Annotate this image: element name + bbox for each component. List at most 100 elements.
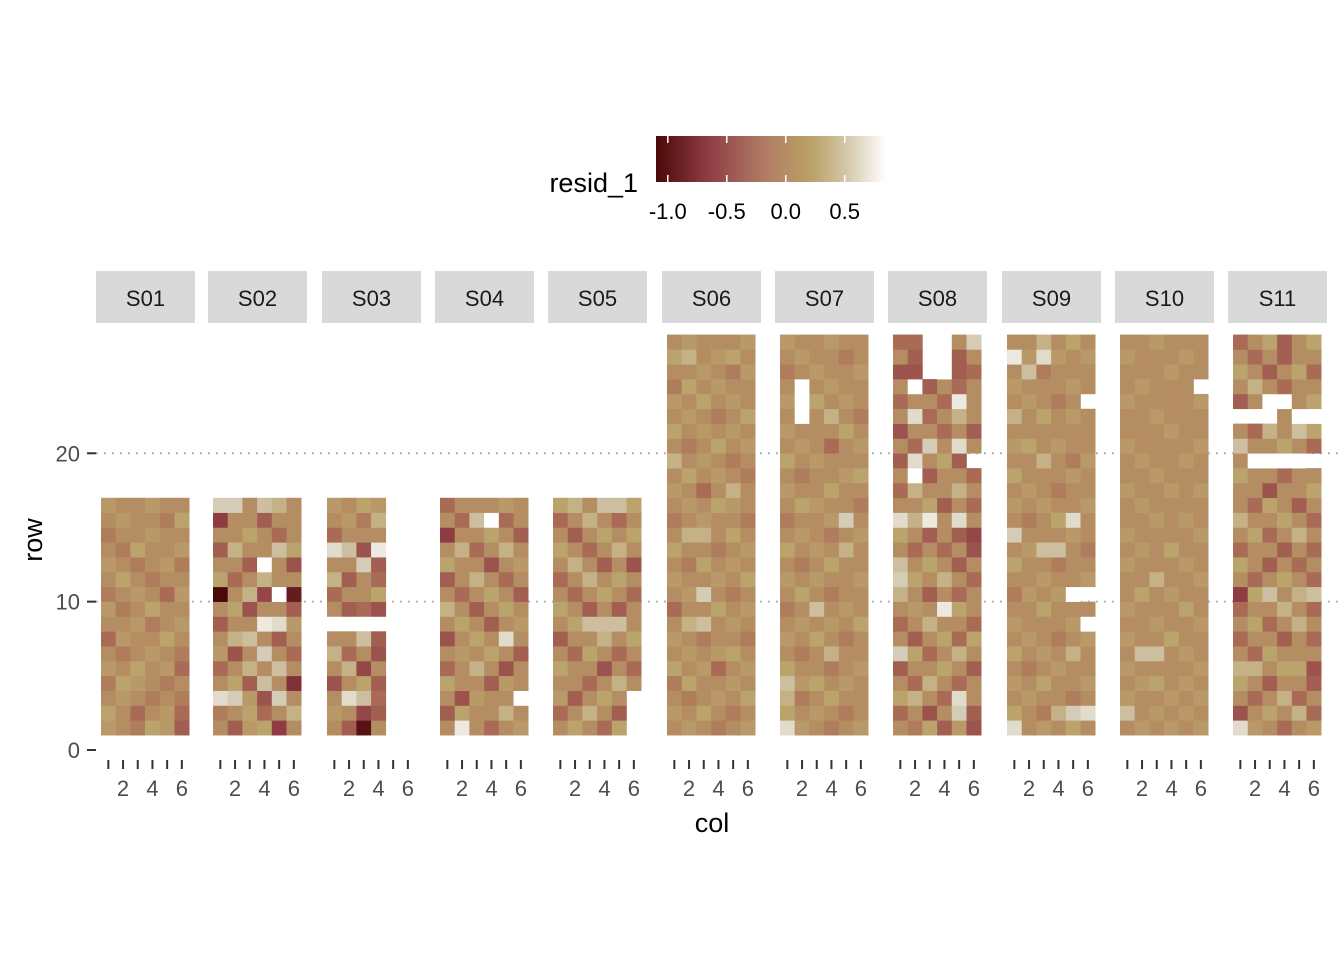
heatmap-cell <box>1306 393 1322 410</box>
x-tick-label: 4 <box>258 776 270 801</box>
heatmap-cell <box>711 408 727 424</box>
heatmap-cell <box>257 601 273 617</box>
heatmap-cell <box>893 482 908 499</box>
heatmap-cell <box>174 690 190 706</box>
heatmap-cell <box>907 646 923 662</box>
heatmap-cell <box>893 527 908 543</box>
heatmap-cell <box>356 646 372 662</box>
heatmap-cell <box>838 586 854 602</box>
heatmap-cell <box>227 601 243 617</box>
heatmap-cell <box>667 423 682 439</box>
heatmap-cell <box>809 512 825 528</box>
heatmap-cell <box>582 675 598 691</box>
heatmap-cell <box>780 468 795 484</box>
x-tick-label: 4 <box>938 776 950 801</box>
heatmap-cell <box>1233 660 1248 677</box>
heatmap-cell <box>513 542 529 558</box>
heatmap-cell <box>1164 601 1180 617</box>
heatmap-cell <box>440 690 455 706</box>
heatmap-cell <box>1193 557 1209 573</box>
heatmap-cell <box>1233 646 1248 662</box>
heatmap-cell <box>853 586 869 602</box>
heatmap-cell <box>1193 497 1209 513</box>
heatmap-cell <box>1193 631 1209 647</box>
legend-tick-label: -1.0 <box>649 199 687 224</box>
heatmap-cell <box>498 497 514 513</box>
x-tick-label: 2 <box>1023 776 1035 801</box>
heatmap-cell <box>1065 720 1081 736</box>
heatmap-cell <box>951 349 967 365</box>
heatmap-cell <box>1164 631 1180 647</box>
x-tick-label: 4 <box>1165 776 1177 801</box>
heatmap-cell <box>1051 690 1067 706</box>
heatmap-cell <box>553 690 568 706</box>
heatmap-cell <box>1080 631 1096 647</box>
heatmap-cell <box>1007 393 1022 410</box>
heatmap-cell <box>513 497 529 513</box>
heatmap-cell <box>469 601 485 617</box>
heatmap-cell <box>681 423 697 439</box>
heatmap-cell <box>1021 482 1037 499</box>
heatmap-cell <box>1065 631 1081 647</box>
heatmap-cell <box>145 512 161 528</box>
heatmap-cell <box>101 675 116 691</box>
heatmap-cell <box>271 646 287 662</box>
heatmap-cell <box>454 601 470 617</box>
heatmap-cell <box>1247 349 1263 365</box>
heatmap-cell <box>484 720 500 736</box>
heatmap-cell <box>893 453 908 469</box>
heatmap-cell <box>242 571 258 588</box>
heatmap-cell <box>1306 527 1322 543</box>
heatmap-cell <box>1120 646 1135 662</box>
heatmap-cell <box>740 631 756 647</box>
heatmap-cell <box>667 497 682 513</box>
heatmap-cell <box>907 586 923 602</box>
facet-label-s06: S06 <box>692 286 731 311</box>
heatmap-cell <box>271 601 287 617</box>
heatmap-cell <box>951 497 967 513</box>
heatmap-cell <box>696 393 712 410</box>
heatmap-cell <box>740 690 756 706</box>
heatmap-cell <box>213 586 228 602</box>
heatmap-cell <box>513 601 529 617</box>
heatmap-cell <box>159 660 175 677</box>
heatmap-cell <box>1291 349 1307 365</box>
heatmap-cell <box>271 705 287 721</box>
heatmap-cell <box>893 334 908 350</box>
heatmap-cell <box>1134 720 1150 736</box>
heatmap-cell <box>454 497 470 513</box>
heatmap-cell <box>1262 438 1278 454</box>
heatmap-cell <box>824 438 840 454</box>
heatmap-cell <box>667 646 682 662</box>
heatmap-cell <box>838 720 854 736</box>
heatmap-cell <box>681 586 697 602</box>
heatmap-cell <box>667 408 682 424</box>
heatmap-cell <box>780 379 795 395</box>
heatmap-cell <box>1262 527 1278 543</box>
heatmap-cell <box>286 571 302 588</box>
heatmap-cell <box>1007 616 1022 632</box>
heatmap-cell <box>341 601 357 617</box>
heatmap-cell <box>1051 646 1067 662</box>
heatmap-cell <box>242 690 258 706</box>
heatmap-cell <box>1306 379 1322 395</box>
x-tick-label: 2 <box>343 776 355 801</box>
heatmap-cell <box>1051 408 1067 424</box>
y-axis-title: row <box>18 518 48 562</box>
heatmap-cell <box>1233 527 1248 543</box>
heatmap-cell <box>341 527 357 543</box>
heatmap-cell <box>1007 408 1022 424</box>
heatmap-cell <box>553 720 568 736</box>
heatmap-cell <box>1178 571 1194 588</box>
heatmap-cell <box>1178 705 1194 721</box>
heatmap-cell <box>907 571 923 588</box>
heatmap-cell <box>1149 468 1165 484</box>
heatmap-cell <box>356 675 372 691</box>
heatmap-cell <box>115 601 131 617</box>
heatmap-cell <box>1134 379 1150 395</box>
heatmap-cell <box>1306 438 1322 454</box>
heatmap-cell <box>838 468 854 484</box>
heatmap-cell <box>1036 646 1052 662</box>
x-tick-label: 6 <box>1308 776 1320 801</box>
panel-s07: S07 <box>775 271 874 736</box>
